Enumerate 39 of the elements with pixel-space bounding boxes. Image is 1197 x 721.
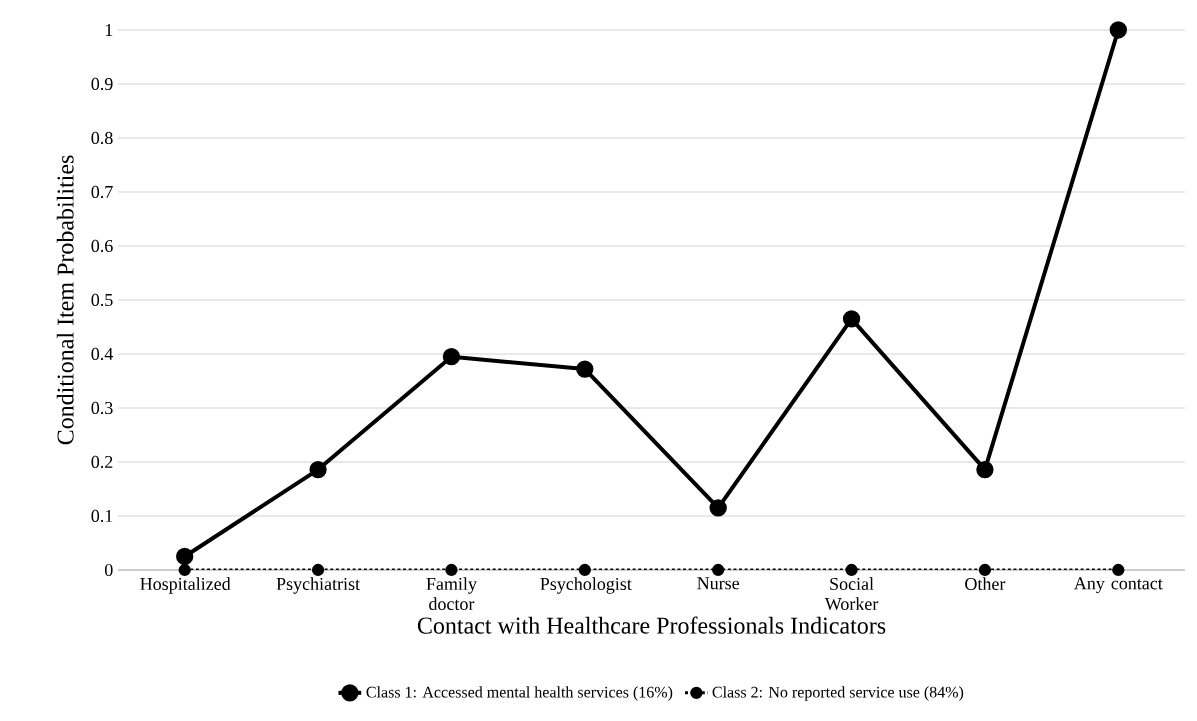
point xyxy=(1112,563,1125,577)
y-tick-label: 1 xyxy=(105,24,113,36)
x-tick-label: Nurse xyxy=(697,577,740,590)
y-tick-label: 0.6 xyxy=(91,239,113,253)
point xyxy=(442,348,461,366)
point xyxy=(842,310,861,328)
point xyxy=(309,460,327,479)
point xyxy=(712,563,725,577)
y-tick-label: 0.7 xyxy=(91,185,113,199)
legend-label: Class 1: Accessed mental health services (16%) xyxy=(366,686,673,701)
point xyxy=(178,563,191,577)
y-axis-title: Conditional Item Probabilities xyxy=(56,155,74,445)
y-tick-label: 0 xyxy=(104,563,113,577)
y-tick-label: 0.5 xyxy=(91,293,113,307)
x-tick-label: Any contact xyxy=(1073,577,1163,594)
y-tick-label: 0.2 xyxy=(91,455,113,469)
y-tick-label: 0.1 xyxy=(91,509,113,523)
legend-label: Class 2: No reported service use (84%) xyxy=(712,686,964,701)
point xyxy=(445,563,458,577)
point xyxy=(578,563,591,577)
point xyxy=(845,563,858,577)
y-tick-label: 0.8 xyxy=(91,131,113,145)
point xyxy=(976,460,994,479)
x-tick-label: Family doctor xyxy=(426,577,477,611)
point xyxy=(1109,21,1127,39)
point xyxy=(176,547,194,566)
x-tick-label: Psychologist xyxy=(540,577,632,594)
y-tick-label: 0.3 xyxy=(91,401,113,415)
x-axis-title: Contact with Healthcare Professionals Indicators xyxy=(417,616,886,634)
x-tick-label: Social Worker xyxy=(824,577,879,611)
point xyxy=(978,563,992,577)
x-tick-label: Other xyxy=(965,577,1006,591)
point xyxy=(576,360,594,378)
point xyxy=(709,499,727,517)
point xyxy=(311,563,325,577)
x-tick-label: Psychiatrist xyxy=(276,577,360,594)
y-tick-label: 0.4 xyxy=(91,347,114,361)
y-tick-label: 0.9 xyxy=(91,77,113,91)
x-tick-label: Hospitalized xyxy=(140,577,231,594)
